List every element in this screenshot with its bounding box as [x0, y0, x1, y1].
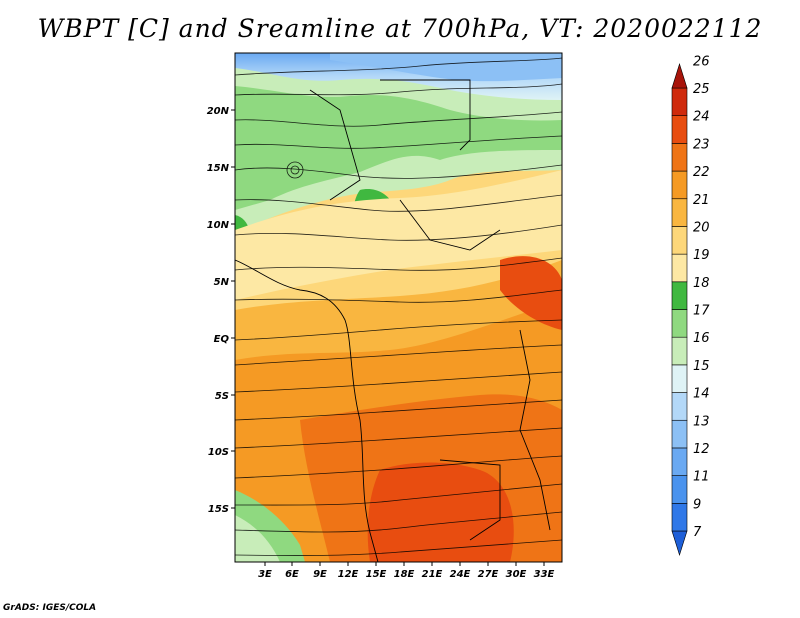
longitude-axis: 3E 6E 9E 12E 15E 18E 21E 24E 27E 30E 33E	[258, 562, 555, 580]
grads-credit: GrADS: IGES/COLA	[3, 603, 97, 613]
lat-label: 5N	[214, 277, 230, 288]
colorbar-swatch	[671, 530, 688, 557]
colorbar-swatch	[671, 198, 688, 227]
colorbar-swatch	[671, 309, 688, 338]
colorbar-swatch	[671, 364, 688, 393]
latitude-axis: 20N 15N 10N 5N EQ 5S 10S 15S	[207, 106, 235, 515]
lon-label: 9E	[313, 569, 327, 580]
colorbar-label: 12	[693, 442, 710, 457]
colorbar-label: 9	[693, 497, 701, 512]
lat-label: 15S	[208, 504, 229, 515]
colorbar-swatch	[671, 253, 688, 283]
lon-label: 33E	[534, 569, 555, 580]
colorbar-label: 23	[693, 137, 710, 152]
colorbar-label: 21	[693, 193, 710, 208]
colorbar-label: 13	[693, 414, 710, 429]
lat-label: 5S	[215, 391, 229, 402]
lon-label: 3E	[258, 569, 272, 580]
colorbar-swatch	[671, 419, 688, 449]
lat-label: 10S	[208, 447, 229, 458]
lon-label: 30E	[506, 569, 527, 580]
colorbar-label: 25	[693, 82, 710, 97]
lon-label: 6E	[285, 569, 299, 580]
colorbar: 7 9 11 12 13 14 15 16 17 18 19 20 21 22 23 24 25 26	[671, 54, 710, 557]
wbpt-field	[235, 53, 562, 562]
colorbar-label: 24	[693, 110, 710, 125]
colorbar-swatch	[671, 62, 688, 89]
colorbar-swatch	[671, 170, 688, 200]
colorbar-swatch	[671, 503, 688, 532]
colorbar-label: 14	[693, 387, 710, 402]
map-title: WBPT [C] and Sreamline at 700hPa, VT: 20…	[37, 14, 763, 43]
lon-label: 18E	[394, 569, 415, 580]
lon-label: 27E	[478, 569, 499, 580]
colorbar-swatch	[671, 281, 688, 310]
colorbar-label: 18	[693, 276, 710, 291]
map-frame	[234, 52, 563, 563]
lat-label: 15N	[207, 163, 230, 174]
colorbar-label: 16	[693, 331, 710, 346]
lon-label: 24E	[450, 569, 471, 580]
colorbar-label: 19	[693, 248, 710, 263]
lon-label: 21E	[422, 569, 443, 580]
colorbar-swatch	[671, 392, 688, 421]
colorbar-label: 22	[693, 165, 710, 180]
colorbar-swatch	[671, 336, 688, 366]
lat-label: 20N	[207, 106, 230, 117]
colorbar-label: 15	[693, 359, 710, 374]
colorbar-label: 20	[693, 220, 710, 235]
colorbar-swatch	[671, 115, 688, 144]
lat-label: 10N	[207, 220, 230, 231]
colorbar-swatch	[671, 447, 688, 476]
lon-label: 15E	[366, 569, 387, 580]
colorbar-swatch	[671, 143, 688, 172]
colorbar-label: 11	[693, 470, 710, 485]
colorbar-swatch	[671, 226, 688, 255]
lat-label: EQ	[214, 334, 230, 345]
colorbar-label: 26	[693, 54, 710, 69]
colorbar-swatch	[671, 87, 688, 116]
colorbar-label: 7	[693, 525, 702, 540]
colorbar-label: 17	[693, 304, 710, 319]
colorbar-swatch	[671, 475, 688, 504]
lon-label: 12E	[338, 569, 359, 580]
